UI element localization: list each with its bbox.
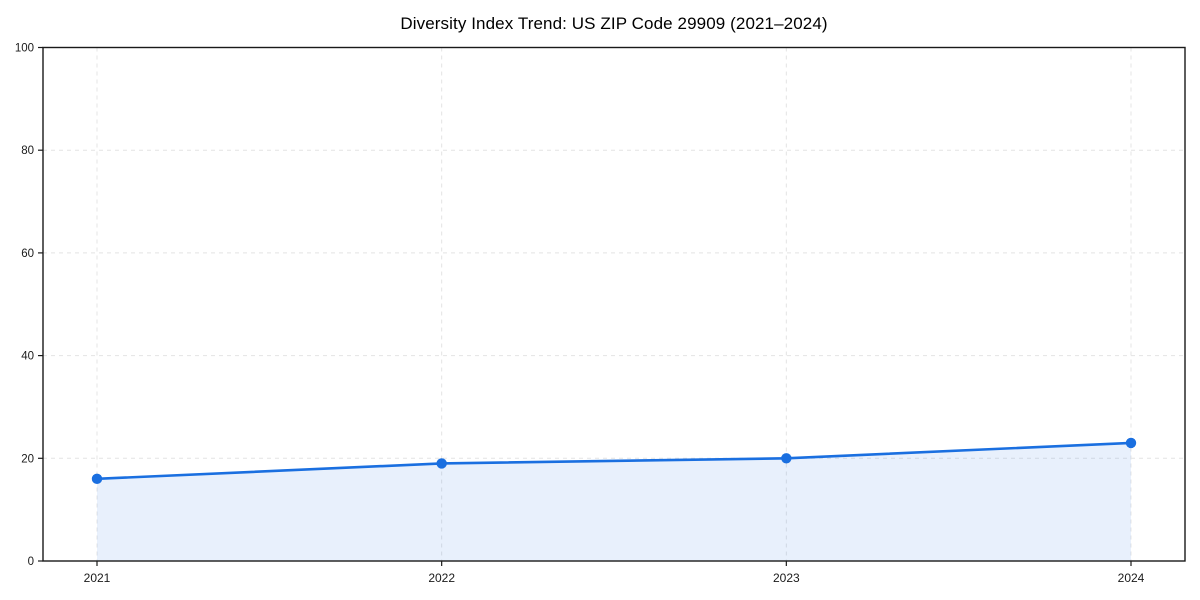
data-point-2024: [1125, 437, 1137, 449]
y-tick-label: 100: [15, 43, 34, 55]
y-tick-label: 40: [21, 351, 34, 363]
x-tick-label: 2023: [773, 571, 800, 585]
y-tick-label: 0: [28, 556, 34, 568]
x-tick-label: 2024: [1118, 571, 1145, 585]
data-point-2022: [436, 458, 447, 469]
y-tick-label: 20: [21, 453, 34, 465]
plot-border: [42, 46, 1186, 562]
x-tick-label: 2022: [428, 571, 455, 585]
data-point-2023: [781, 453, 792, 464]
data-point-2021: [91, 473, 103, 485]
y-tick-label: 80: [21, 145, 34, 157]
trend-line: [95, 441, 1133, 481]
area-fill: [97, 442, 1131, 561]
chart-title: Diversity Index Trend: US ZIP Code 29909…: [400, 14, 828, 33]
y-tick-label: 60: [21, 248, 34, 260]
x-tick-label: 2021: [84, 571, 111, 585]
